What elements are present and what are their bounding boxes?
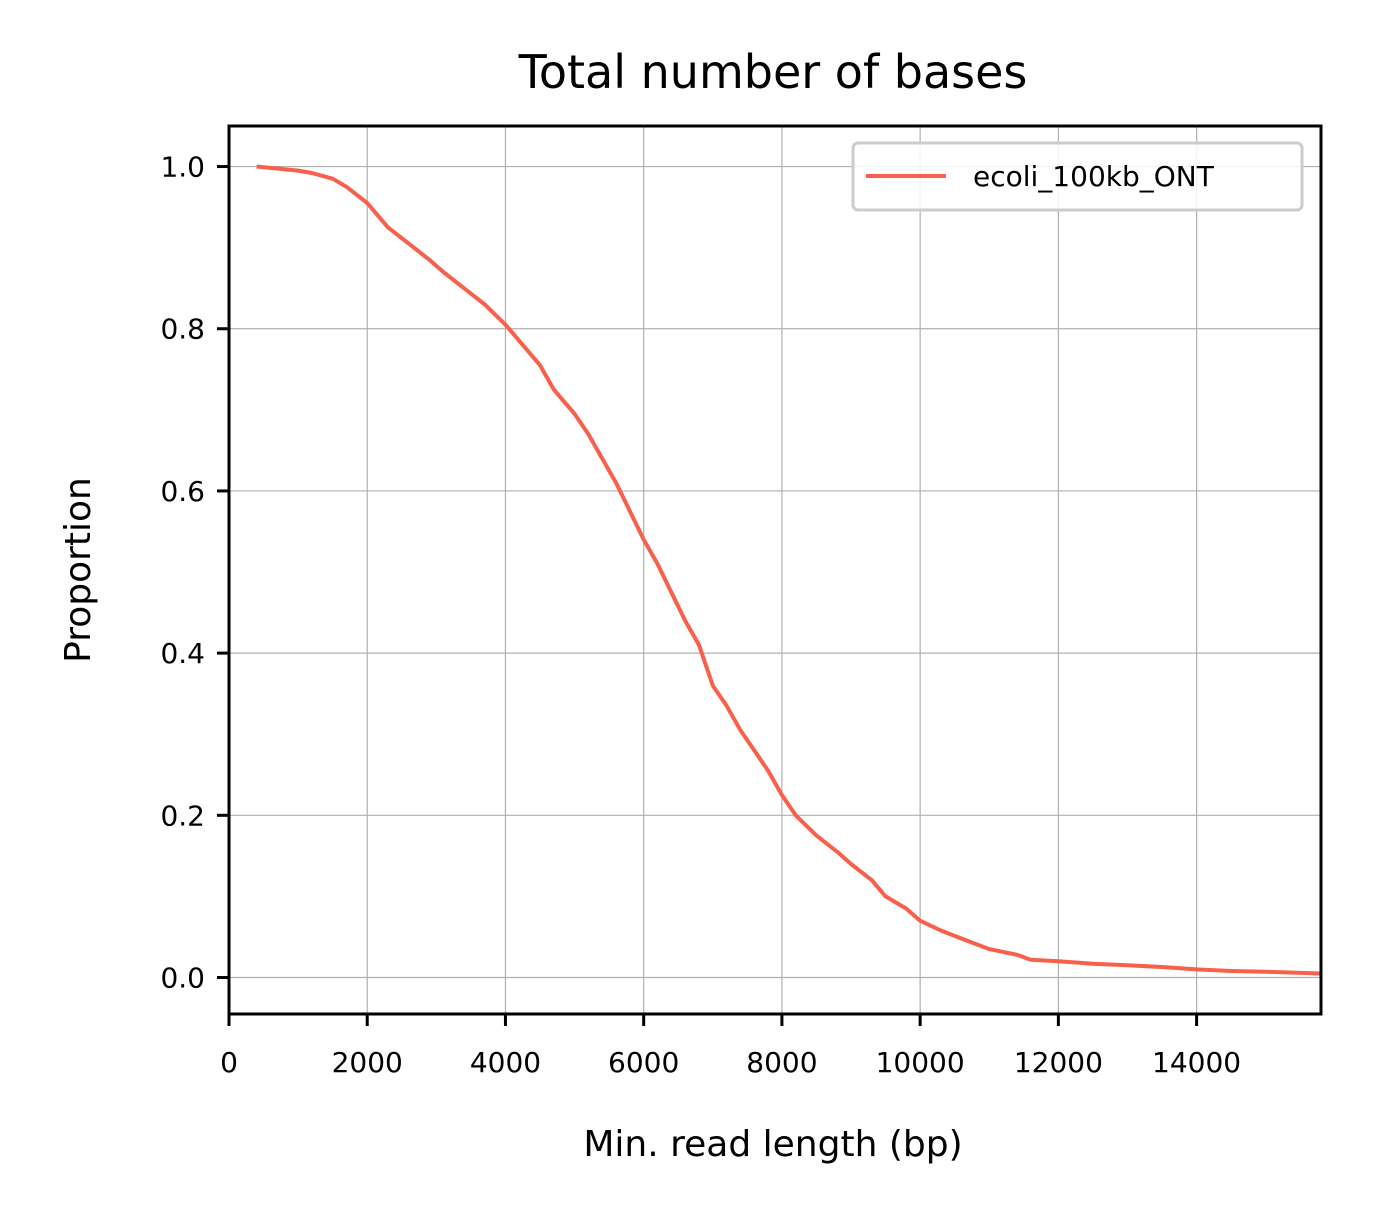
y-axis-label: Proportion xyxy=(58,477,99,663)
chart-title: Total number of bases xyxy=(518,45,1028,99)
x-tick-label: 6000 xyxy=(608,1046,679,1079)
legend: ecoli_100kb_ONT xyxy=(851,141,1304,212)
axes-frame xyxy=(227,124,1323,1016)
y-tick-label: 0.8 xyxy=(160,313,205,346)
x-tick-label: 0 xyxy=(220,1046,238,1079)
y-tick-label: 1.0 xyxy=(160,151,205,184)
x-tick-label: 8000 xyxy=(746,1046,817,1079)
y-tick-label: 0.6 xyxy=(160,475,205,508)
series-line-0 xyxy=(256,164,1321,976)
x-tick-label: 12000 xyxy=(1014,1046,1103,1079)
x-tick-label: 4000 xyxy=(470,1046,541,1079)
axis-ticks: 0 2000 4000 6000 8000 10000 12000 14000 0.0 0.2 0.… xyxy=(160,151,1241,1079)
x-axis-label: Min. read length (bp) xyxy=(583,1124,962,1165)
y-tick-label: 0.2 xyxy=(160,799,205,832)
legend-label: ecoli_100kb_ONT xyxy=(973,160,1215,193)
plot-area xyxy=(256,164,1321,976)
x-tick-label: 14000 xyxy=(1152,1046,1241,1079)
grid-lines xyxy=(228,126,1321,1014)
x-tick-label: 10000 xyxy=(876,1046,965,1079)
y-tick-label: 0.4 xyxy=(160,637,205,670)
y-tick-label: 0.0 xyxy=(160,962,205,995)
x-tick-label: 2000 xyxy=(332,1046,403,1079)
legend-box xyxy=(851,141,1304,212)
